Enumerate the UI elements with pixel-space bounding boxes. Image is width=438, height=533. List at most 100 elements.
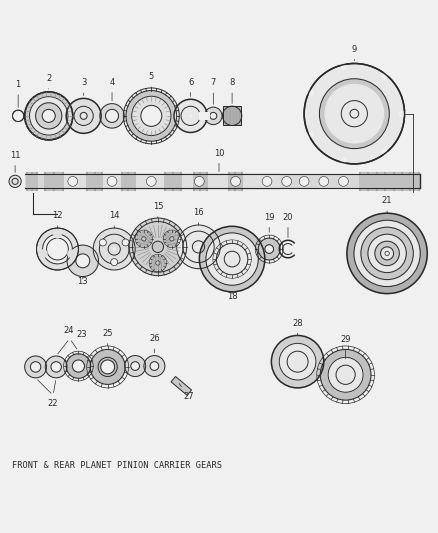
Polygon shape — [174, 99, 207, 133]
Circle shape — [152, 241, 163, 253]
Polygon shape — [319, 79, 389, 149]
Text: 24: 24 — [64, 327, 74, 335]
Polygon shape — [144, 356, 165, 376]
Bar — [208, 173, 228, 190]
Bar — [103, 173, 121, 190]
Bar — [359, 172, 420, 191]
Circle shape — [231, 176, 240, 186]
Polygon shape — [66, 99, 101, 133]
Circle shape — [194, 176, 204, 186]
Polygon shape — [130, 219, 186, 275]
Circle shape — [111, 259, 118, 265]
Bar — [121, 172, 136, 191]
Polygon shape — [165, 232, 179, 246]
Polygon shape — [90, 350, 125, 384]
Text: 3: 3 — [81, 78, 86, 95]
Circle shape — [36, 228, 78, 270]
Polygon shape — [320, 350, 371, 400]
Polygon shape — [199, 227, 265, 292]
Circle shape — [146, 176, 156, 186]
Polygon shape — [93, 228, 135, 270]
Circle shape — [42, 234, 72, 264]
Text: 18: 18 — [227, 292, 237, 302]
Text: 16: 16 — [193, 208, 204, 225]
Text: 1: 1 — [15, 80, 21, 108]
Circle shape — [67, 249, 76, 258]
Bar — [182, 173, 193, 190]
Polygon shape — [25, 356, 46, 378]
Polygon shape — [347, 213, 427, 294]
Bar — [64, 173, 86, 190]
Polygon shape — [132, 96, 171, 135]
Text: 23: 23 — [76, 329, 87, 338]
Circle shape — [339, 176, 348, 186]
Circle shape — [68, 176, 78, 186]
Bar — [25, 174, 420, 188]
Polygon shape — [67, 245, 99, 277]
Text: 29: 29 — [340, 335, 351, 359]
Text: 6: 6 — [188, 78, 193, 96]
Polygon shape — [205, 107, 222, 125]
Text: 5: 5 — [148, 72, 154, 88]
Bar — [171, 376, 191, 395]
Polygon shape — [35, 103, 62, 129]
Bar — [223, 106, 241, 125]
Polygon shape — [258, 238, 280, 260]
Polygon shape — [45, 356, 67, 378]
Bar — [44, 172, 64, 191]
Polygon shape — [151, 256, 165, 270]
Circle shape — [122, 239, 129, 246]
Polygon shape — [66, 354, 91, 378]
Polygon shape — [199, 227, 265, 292]
Polygon shape — [223, 106, 242, 125]
Text: 4: 4 — [110, 78, 115, 101]
Bar — [26, 172, 38, 191]
Circle shape — [262, 176, 272, 186]
Polygon shape — [29, 96, 68, 135]
Polygon shape — [375, 241, 399, 265]
Text: 21: 21 — [382, 196, 392, 213]
Polygon shape — [125, 356, 146, 376]
Polygon shape — [328, 357, 363, 392]
Circle shape — [304, 63, 405, 164]
Bar — [164, 172, 182, 191]
Polygon shape — [126, 91, 177, 141]
Circle shape — [9, 175, 21, 188]
Text: 27: 27 — [179, 384, 194, 401]
Text: FRONT & REAR PLANET PINION CARRIER GEARS: FRONT & REAR PLANET PINION CARRIER GEARS — [12, 461, 222, 470]
Circle shape — [319, 176, 328, 186]
Polygon shape — [341, 101, 367, 127]
Bar — [86, 172, 103, 191]
Text: 2: 2 — [46, 74, 51, 89]
Polygon shape — [177, 225, 220, 269]
Polygon shape — [137, 232, 151, 246]
Circle shape — [282, 176, 292, 186]
Text: 14: 14 — [109, 211, 120, 228]
Circle shape — [299, 176, 309, 186]
Text: 15: 15 — [152, 202, 163, 218]
Polygon shape — [361, 227, 413, 280]
Text: 9: 9 — [352, 45, 357, 61]
Text: 25: 25 — [102, 329, 113, 346]
Bar — [243, 173, 280, 190]
Polygon shape — [25, 92, 73, 140]
Text: 20: 20 — [283, 213, 293, 238]
Text: 13: 13 — [78, 277, 88, 286]
Text: 28: 28 — [292, 319, 303, 335]
Circle shape — [53, 230, 62, 239]
Text: 12: 12 — [52, 211, 63, 228]
Text: 26: 26 — [149, 334, 160, 353]
Text: 11: 11 — [10, 151, 20, 173]
Polygon shape — [304, 63, 405, 164]
Circle shape — [107, 176, 117, 186]
Bar — [199, 111, 210, 120]
Text: 7: 7 — [211, 78, 216, 104]
Bar — [228, 172, 243, 191]
Circle shape — [39, 249, 48, 258]
Polygon shape — [100, 103, 124, 128]
Text: 8: 8 — [230, 78, 235, 103]
Bar — [223, 106, 241, 125]
Polygon shape — [279, 343, 316, 380]
Text: 10: 10 — [214, 149, 224, 172]
Polygon shape — [272, 335, 324, 388]
